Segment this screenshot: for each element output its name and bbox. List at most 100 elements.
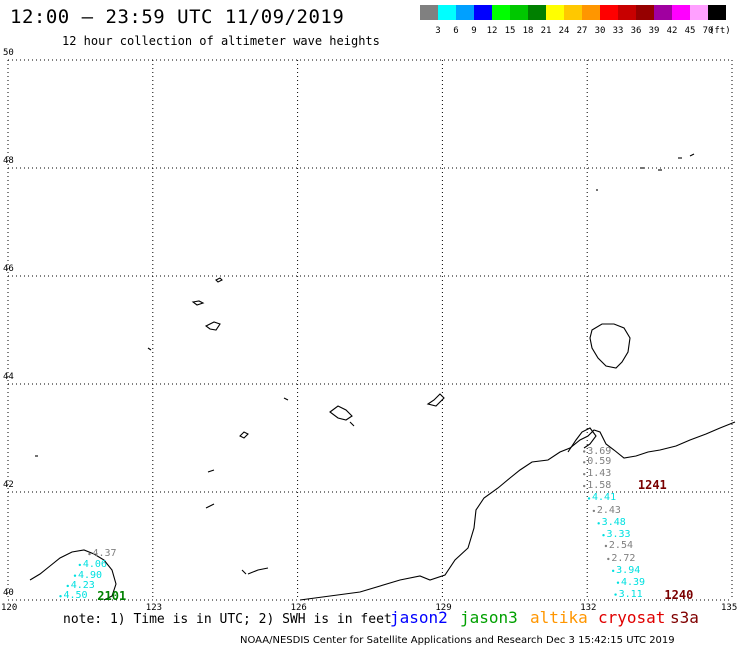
track-point: [604, 544, 608, 548]
colorbar-label: 18: [522, 26, 534, 36]
track-point: [78, 563, 82, 567]
colorbar-swatch: [600, 5, 618, 20]
colorbar-label: 42: [666, 26, 678, 36]
pass-time-label: 1240: [664, 587, 694, 602]
wave-height-value: 2.43: [596, 504, 621, 516]
island-11: [247, 567, 269, 575]
map-subtitle: 12 hour collection of altimeter wave hei…: [62, 34, 380, 48]
latitude-label: 42: [3, 480, 14, 490]
track-point: [583, 450, 586, 453]
wave-height-value: 3.94: [616, 564, 641, 576]
track-point: [616, 581, 620, 584]
island-7: [426, 393, 445, 407]
wave-height-value: 2.54: [608, 540, 633, 551]
island-10: [205, 503, 215, 509]
coastline-liaodong: [29, 549, 117, 601]
latitude-label: 40: [3, 588, 14, 598]
colorbar-swatch: [582, 5, 600, 20]
island-13: [283, 397, 289, 401]
island-5: [329, 405, 353, 421]
satellite-track-markers: [59, 450, 620, 598]
latitude-label: 48: [3, 156, 14, 166]
wave-height-value: 1.43: [587, 468, 612, 480]
colorbar-swatch: [420, 5, 438, 20]
colorbar-swatch: [510, 5, 528, 20]
colorbar-label: 30: [594, 26, 606, 36]
wave-height-value: 4.50: [63, 590, 88, 602]
track-point: [73, 574, 77, 577]
colorbar-swatch: [492, 5, 510, 20]
lat-lon-grid: [7, 59, 733, 601]
colorbar-label: 36: [630, 26, 642, 36]
wave-height-value: 4.41: [592, 492, 617, 504]
map-title: 12:00 — 23:59 UTC 11/09/2019: [10, 6, 345, 28]
longitude-label: 123: [145, 603, 163, 613]
wave-height-value: 3.69: [587, 445, 612, 457]
track-point: [583, 484, 586, 488]
island-9: [207, 469, 215, 473]
track-point: [88, 552, 91, 556]
latitude-label: 46: [3, 264, 14, 274]
colorbar-swatch: [636, 5, 654, 20]
colorbar-unit: (ft): [709, 26, 731, 36]
colorbar-swatch: [456, 5, 474, 20]
lake-khanka: [589, 323, 631, 369]
wave-height-value: 4.06: [82, 558, 107, 570]
coastline-coast-north: [567, 427, 597, 453]
satellite-legend-item: altika: [530, 608, 588, 627]
colorbar-label: 3: [435, 26, 441, 36]
footer-note: note: 1) Time is in UTC; 2) SWH is in fe…: [63, 612, 392, 627]
track-point: [59, 595, 62, 598]
island-8: [239, 431, 249, 439]
colorbar-label: 9: [471, 26, 477, 36]
wave-height-value: 4.23: [70, 579, 95, 591]
longitude-label: 129: [435, 603, 452, 613]
colorbar-label: 70: [702, 26, 714, 36]
track-point: [583, 461, 586, 464]
track-point: [614, 593, 617, 596]
colorbar-swatch: [474, 5, 492, 20]
track-point: [66, 584, 69, 588]
longitude-label: 120: [1, 603, 18, 613]
colorbar-swatch: [546, 5, 564, 20]
colorbar-swatch: [528, 5, 546, 20]
satellite-legend-item: jason2: [390, 608, 448, 627]
island-2: [191, 300, 205, 306]
track-point: [602, 534, 605, 537]
pass-time-label: 2101: [97, 588, 127, 603]
satellite-legend-item: s3a: [670, 608, 699, 627]
satellite-legend-item: cryosat: [598, 608, 666, 627]
colorbar-label: 24: [558, 26, 570, 36]
longitude-label: 135: [721, 603, 738, 613]
island-18: [689, 153, 695, 157]
track-point: [611, 569, 615, 573]
colorbar-swatch: [708, 5, 726, 20]
colorbar-label: 45: [684, 26, 696, 36]
coastline-korea-japan: [299, 421, 736, 601]
colorbar-label: 21: [540, 26, 552, 36]
wave-height-value: 3.33: [606, 529, 631, 541]
pass-time-label: 1241: [637, 477, 667, 492]
wave-height-value: 2.72: [611, 552, 636, 564]
colorbar-swatch: [672, 5, 690, 20]
track-point: [587, 497, 591, 500]
colorbar-label: 12: [486, 26, 498, 36]
colorbar-swatch: [564, 5, 582, 20]
track-point: [583, 472, 586, 476]
colorbar-swatch: [438, 5, 456, 20]
wave-height-value: 3.11: [618, 588, 643, 600]
island-6: [349, 421, 355, 427]
footer-credit: NOAA/NESDIS Center for Satellite Applica…: [240, 635, 675, 646]
longitude-label: 126: [290, 603, 307, 613]
colorbar-swatch: [690, 5, 708, 20]
wave-height-value: 3.48: [601, 517, 626, 529]
wave-height-value: 4.37: [92, 548, 117, 560]
wave-height-value: 0.59: [587, 456, 612, 468]
colorbar-swatch: [618, 5, 636, 20]
satellite-legend-item: jason3: [460, 608, 518, 627]
track-point: [592, 509, 596, 513]
latitude-label: 50: [3, 48, 14, 58]
longitude-label: 132: [580, 603, 597, 613]
island-3: [204, 321, 221, 331]
